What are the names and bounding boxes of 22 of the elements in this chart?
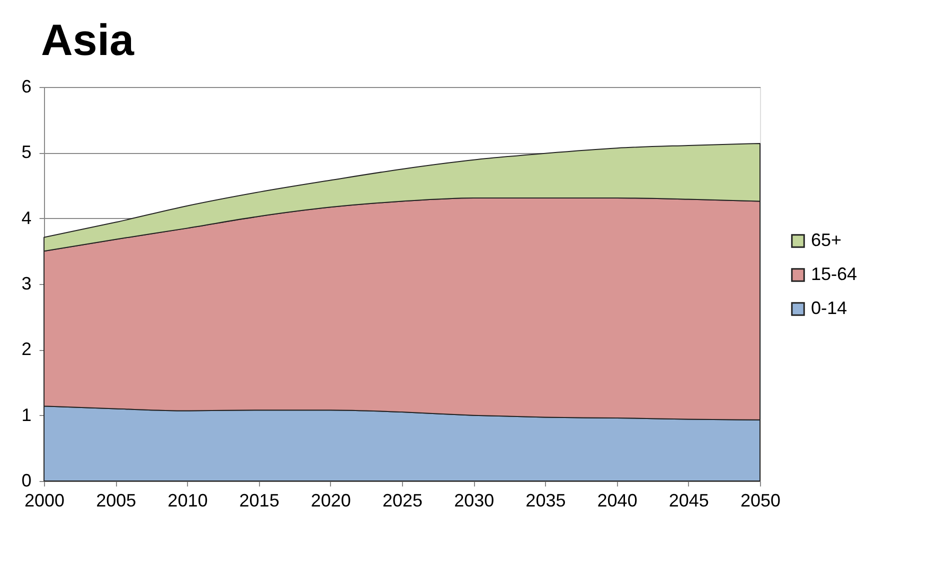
y-tick-label: 2 — [21, 339, 32, 360]
x-tick-label: 2030 — [454, 490, 494, 510]
y-tick-label: 3 — [21, 274, 32, 294]
legend-label: 65+ — [811, 230, 842, 250]
x-tick-label: 2045 — [668, 490, 709, 510]
y-tick-label: 4 — [21, 208, 32, 228]
x-tick-label: 2020 — [310, 490, 351, 510]
y-tick-label: 6 — [21, 76, 32, 96]
x-tick-label: 2000 — [24, 490, 65, 510]
x-tick-label: 2005 — [96, 490, 136, 510]
legend-label: 0-14 — [811, 298, 848, 318]
y-tick-label: 0 — [21, 470, 32, 490]
legend-label: 15-64 — [811, 264, 858, 284]
y-tick-label: 1 — [21, 404, 32, 425]
x-tick-label: 2035 — [526, 490, 566, 510]
chart-title: Asia — [40, 16, 134, 65]
x-tick-label: 2050 — [740, 490, 781, 510]
x-tick-label: 2010 — [168, 490, 208, 510]
x-tick-label: 2025 — [382, 490, 423, 510]
x-tick-label: 2040 — [597, 490, 638, 510]
x-tick-label: 2015 — [239, 490, 280, 510]
y-tick-label: 5 — [21, 142, 32, 162]
